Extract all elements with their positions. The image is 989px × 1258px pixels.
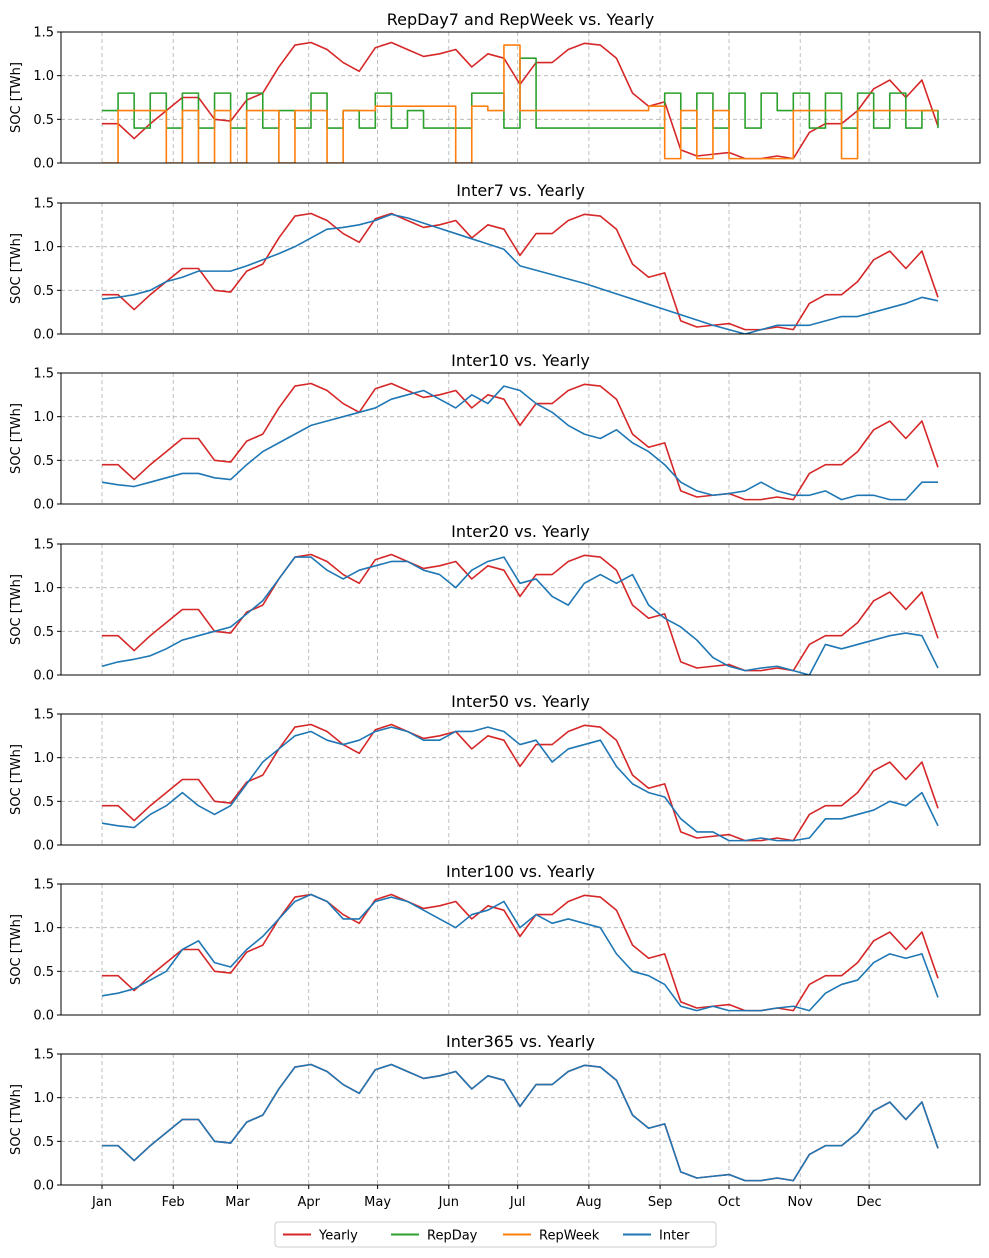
y-tick-label: 1.5 [33,26,54,41]
x-tick-label: Sep [648,1195,673,1210]
axes-frame [60,883,981,1016]
subplot-title: RepDay7 and RepWeek vs. Yearly [387,10,655,29]
x-tick-label: Oct [718,1195,740,1210]
axes-frame [60,31,981,164]
y-axis-label: SOC [TWh] [9,914,24,985]
subplot-2: Inter7 vs. Yearly 0.0 0.5 1.0 1.5 SOC [TWh] [9,181,981,343]
series-line-yearly [102,893,939,1012]
y-tick-label: 0.0 [33,157,54,172]
x-tick-label: Nov [788,1195,814,1210]
y-tick-label: 0.0 [33,839,54,854]
y-tick-label: 0.0 [33,498,54,513]
y-axis-label: SOC [TWh] [9,403,24,474]
y-axis-label: SOC [TWh] [9,574,24,645]
series-line-inter [102,1063,939,1182]
subplot-title: Inter100 vs. Yearly [446,862,595,881]
y-tick-label: 1.5 [33,197,54,212]
y-tick-label: 0.5 [33,113,54,128]
axes-frame [60,202,981,335]
series-line-inter [101,726,939,842]
y-tick-label: 0.5 [33,795,54,810]
subplot-title: Inter50 vs. Yearly [451,692,590,711]
y-tick-label: 0.0 [33,669,54,684]
axes-frame [60,713,981,846]
x-tick-label: Jan [91,1195,112,1210]
plot-area [101,382,939,501]
legend-label-repweek: RepWeek [539,1229,600,1244]
y-tick-label: 0.0 [33,328,54,343]
y-tick-label: 1.5 [33,878,54,893]
y-axis-label: SOC [TWh] [9,1084,24,1155]
series-line-yearly [102,553,939,672]
series-line-inter [101,893,939,1012]
y-tick-label: 1.0 [33,240,54,255]
plot-area [102,41,939,163]
subplot-title: Inter7 vs. Yearly [456,181,585,200]
x-tick-label: Apr [297,1195,320,1210]
plot-area [101,723,939,842]
y-tick-label: 1.0 [33,921,54,936]
series-line-yearly [102,1063,939,1182]
y-axis-label: SOC [TWh] [9,62,24,133]
plot-area [101,553,939,675]
series-line-inter [101,213,939,334]
series-line-yearly [102,382,939,501]
y-tick-label: 1.5 [33,708,54,723]
legend-frame [274,1221,717,1248]
subplot-title: Inter365 vs. Yearly [446,1032,595,1051]
legend-label-yearly: Yearly [318,1229,358,1244]
x-tick-label: Feb [162,1195,185,1210]
subplot-title: Inter10 vs. Yearly [451,351,590,370]
axes-frame [60,1053,981,1186]
x-tick-label: Jul [509,1195,526,1210]
y-tick-label: 1.0 [33,69,54,84]
y-tick-label: 1.0 [33,410,54,425]
y-tick-label: 1.0 [33,581,54,596]
subplot-4: Inter20 vs. Yearly 0.0 0.5 1.0 1.5 SOC [TWh] [9,522,981,684]
y-tick-label: 0.0 [33,1179,54,1194]
x-tick-label: Mar [225,1195,250,1210]
y-tick-label: 0.5 [33,625,54,640]
y-tick-label: 0.5 [33,1135,54,1150]
subplot-3: Inter10 vs. Yearly 0.0 0.5 1.0 1.5 SOC [TWh] [9,351,981,513]
y-tick-label: 0.5 [33,284,54,299]
subplot-1: RepDay7 and RepWeek vs. Yearly 0.0 0.5 1.0 1… [9,10,981,172]
series-line-inter [101,556,939,675]
y-tick-label: 1.0 [33,751,54,766]
x-tick-label: Dec [857,1195,882,1210]
series-line-yearly [102,723,939,842]
subplot-title: Inter20 vs. Yearly [451,522,590,541]
plot-area [102,1063,939,1182]
y-tick-label: 1.5 [33,367,54,382]
subplot-7: Inter365 vs. Yearly 0.0 0.5 1.0 1.5 SOC [TWh]… [9,1032,981,1210]
subplot-6: Inter100 vs. Yearly 0.0 0.5 1.0 1.5 SOC [TWh] [9,862,981,1024]
x-tick-label: Aug [576,1195,601,1210]
legend: Yearly RepDay RepWeek Inter [274,1221,717,1248]
legend-label-repday: RepDay [427,1229,478,1244]
series-line-repweek [102,44,938,163]
axes-frame [60,372,981,505]
x-tick-label: Jun [438,1195,459,1210]
x-tick-label: May [364,1195,391,1210]
subplot-5: Inter50 vs. Yearly 0.0 0.5 1.0 1.5 SOC [TWh] [9,692,981,854]
y-tick-label: 0.0 [33,1009,54,1024]
y-tick-label: 1.5 [33,538,54,553]
series-line-yearly [102,212,939,331]
y-axis-label: SOC [TWh] [9,233,24,304]
plot-area [101,893,939,1012]
legend-label-inter: Inter [659,1229,690,1244]
axes-frame [60,543,981,676]
y-tick-label: 1.5 [33,1048,54,1063]
y-tick-label: 0.5 [33,454,54,469]
y-tick-label: 1.0 [33,1091,54,1106]
series-line-inter [101,385,938,501]
y-axis-label: SOC [TWh] [9,744,24,815]
y-tick-label: 0.5 [33,965,54,980]
plot-area [101,212,939,334]
